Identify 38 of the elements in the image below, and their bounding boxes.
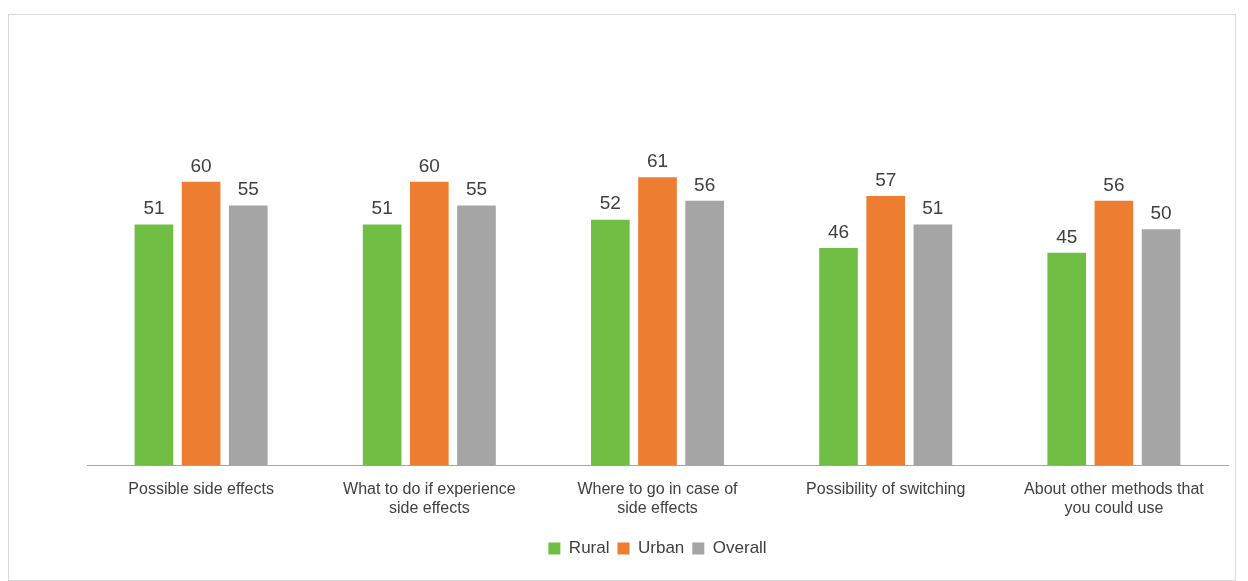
bar (409, 181, 449, 466)
data-label: 46 (827, 220, 850, 242)
x-tick-label: Possibility of switching (806, 479, 966, 497)
bar (685, 200, 724, 466)
legend-label: Urban (637, 538, 685, 558)
data-label: 56 (1103, 173, 1125, 195)
data-label: 61 (646, 149, 669, 171)
bar (866, 196, 906, 466)
data-label: 52 (599, 192, 621, 214)
data-label: 45 (1056, 225, 1078, 247)
data-label: 55 (465, 178, 488, 200)
legend-label: Rural (568, 538, 610, 558)
bar (913, 224, 953, 466)
data-label: 57 (875, 168, 897, 190)
data-label: 51 (922, 197, 944, 219)
bar (1047, 252, 1087, 466)
bar (591, 219, 630, 466)
bar (819, 248, 858, 466)
bar (1094, 200, 1134, 466)
x-tick-label: About other methods that you could use (1024, 479, 1205, 516)
x-tick-label: Where to go in case of side effects (577, 479, 739, 516)
bar (1141, 229, 1181, 466)
data-label: 51 (371, 197, 393, 219)
x-tick-label: What to do if experience side effects (343, 479, 516, 516)
bar (134, 224, 174, 466)
bar (638, 177, 677, 466)
bar (181, 181, 221, 466)
data-label: 60 (190, 154, 212, 176)
data-label: 51 (143, 197, 165, 219)
bar (457, 205, 496, 466)
data-label: 56 (694, 173, 716, 195)
bar (228, 205, 268, 466)
bar (362, 224, 402, 466)
x-tick-label: Possible side effects (128, 479, 274, 497)
data-label: 55 (237, 178, 259, 200)
legend-label: Overall (712, 538, 767, 558)
data-label: 60 (418, 154, 440, 176)
data-label: 50 (1150, 201, 1172, 223)
